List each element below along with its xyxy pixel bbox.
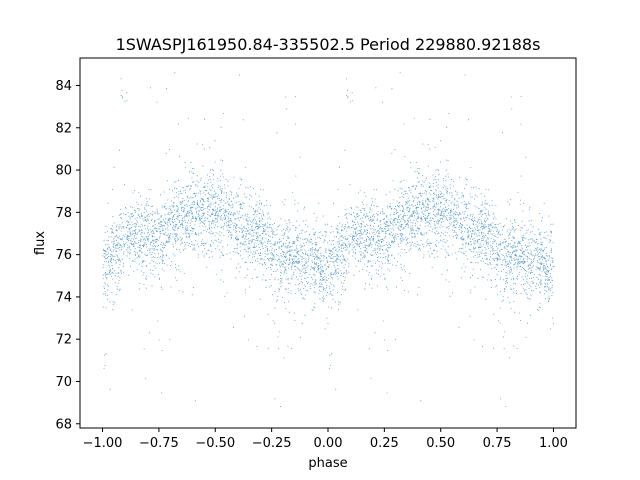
x-tick-label: 1.00 (539, 436, 568, 451)
x-tick-label: 0.00 (314, 436, 343, 451)
x-tick-label: −0.50 (195, 436, 235, 451)
x-axis-label: phase (308, 456, 347, 471)
x-tick-label: −0.75 (139, 436, 179, 451)
x-tick-label: −0.25 (252, 436, 292, 451)
data-points (102, 72, 555, 407)
x-axis: −1.00 −0.75 −0.50 −0.25 0.00 0.25 0.50 0.75 1.00 (83, 428, 568, 451)
x-tick-label: 0.25 (370, 436, 399, 451)
y-tick-label: 82 (55, 121, 72, 136)
y-tick-label: 84 (55, 79, 72, 94)
x-tick-label: −1.00 (83, 436, 123, 451)
scatter-points (102, 72, 555, 407)
y-tick-label: 70 (55, 375, 72, 390)
y-tick-label: 68 (55, 417, 72, 432)
x-tick-label: 0.75 (483, 436, 512, 451)
chart-title: 1SWASPJ161950.84-335502.5 Period 229880.… (116, 35, 541, 54)
y-tick-label: 76 (55, 248, 72, 263)
y-tick-label: 78 (55, 206, 72, 221)
y-axis-label: flux (33, 231, 48, 255)
y-tick-label: 80 (55, 164, 72, 179)
y-axis: 68 70 72 74 76 78 80 82 84 (55, 79, 80, 432)
y-tick-label: 74 (55, 290, 72, 305)
x-tick-label: 0.50 (426, 436, 455, 451)
y-tick-label: 72 (55, 333, 72, 348)
